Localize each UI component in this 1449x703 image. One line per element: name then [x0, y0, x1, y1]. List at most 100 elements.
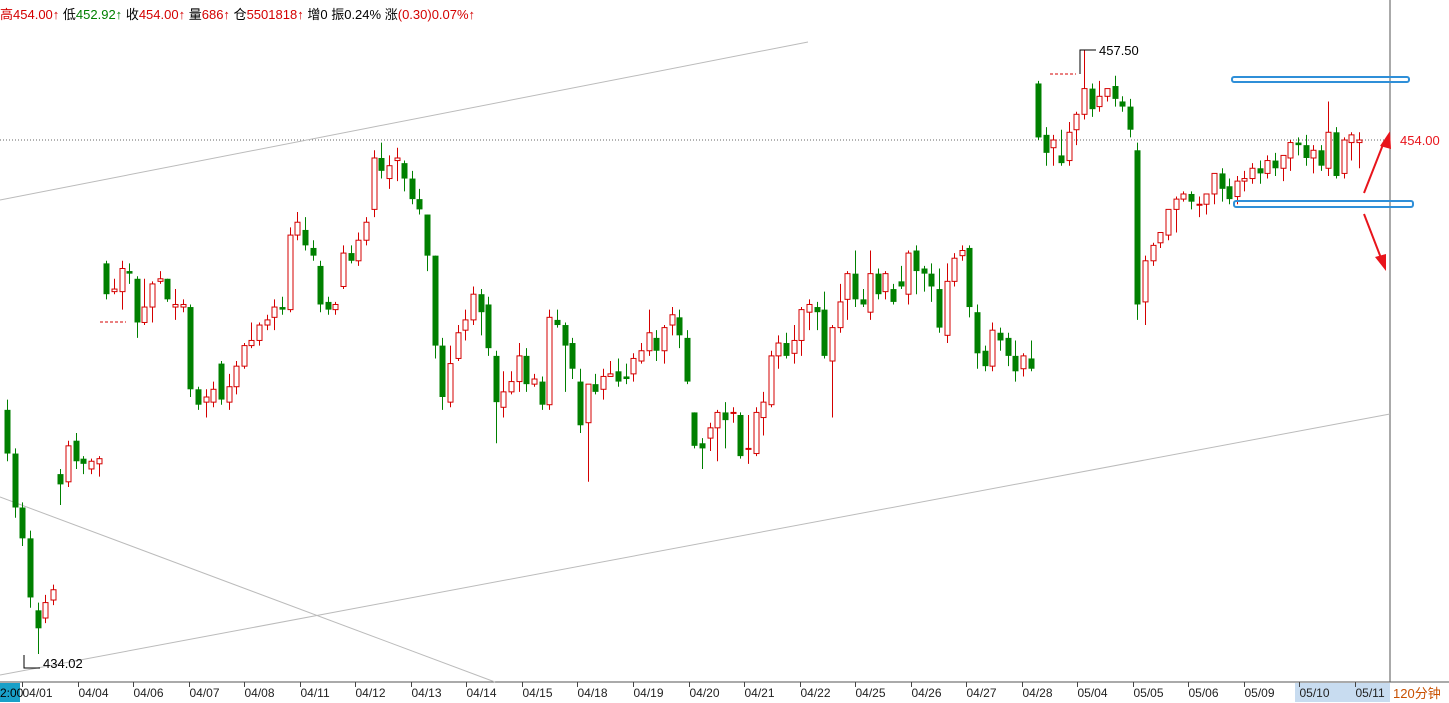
- candle-body: [913, 250, 920, 272]
- candle: [669, 307, 676, 336]
- candle-body: [1134, 150, 1141, 305]
- candle-body: [1257, 168, 1264, 174]
- resistance-zone-box: [1231, 76, 1410, 83]
- candle-body: [546, 316, 553, 406]
- candle-body: [531, 378, 538, 385]
- candle-body: [1333, 132, 1340, 176]
- candle-body: [332, 303, 339, 311]
- candle-body: [80, 458, 87, 464]
- candle: [279, 296, 286, 315]
- candle-body: [814, 307, 821, 313]
- candle-body: [256, 324, 263, 341]
- high-value: 454.00↑: [13, 7, 60, 22]
- candle-body: [447, 363, 454, 403]
- candle: [210, 381, 217, 408]
- candle-body: [287, 234, 294, 311]
- low-value: 452.92↑: [75, 7, 123, 22]
- candle: [226, 373, 233, 410]
- candle: [111, 278, 118, 295]
- candle: [860, 289, 867, 308]
- volume-value: 686↑: [201, 7, 230, 22]
- candle: [844, 271, 851, 320]
- candle: [783, 332, 790, 359]
- candle: [554, 309, 561, 328]
- candle-body: [164, 278, 171, 300]
- x-tick-label: 04/04: [79, 686, 109, 700]
- candle: [310, 240, 317, 261]
- candle: [722, 402, 729, 449]
- candle-body: [1211, 172, 1218, 195]
- candle: [791, 325, 798, 364]
- candle-body: [1203, 193, 1210, 205]
- candle: [592, 373, 599, 395]
- volume-label: 量: [188, 7, 202, 22]
- x-tick-label: 05/05: [1134, 686, 1164, 700]
- candle: [821, 291, 828, 359]
- candle-body: [233, 365, 240, 388]
- candle: [416, 188, 423, 215]
- candle: [1028, 340, 1035, 372]
- candle-body: [1310, 149, 1317, 159]
- candle: [4, 399, 11, 462]
- candle: [638, 343, 645, 364]
- x-tick-label: 04/14: [467, 686, 497, 700]
- candle-body: [50, 589, 57, 601]
- candle: [806, 299, 813, 331]
- candle: [478, 289, 485, 336]
- candle: [737, 412, 744, 459]
- candle-body: [753, 411, 760, 455]
- candle: [371, 150, 378, 218]
- candle-body: [1249, 167, 1256, 180]
- candle-body: [416, 199, 423, 210]
- candle-body: [982, 350, 989, 367]
- candle-body: [42, 602, 49, 619]
- candle: [745, 414, 752, 464]
- candle: [913, 245, 920, 295]
- candle-body: [455, 332, 462, 359]
- candle: [768, 350, 775, 408]
- candle-body: [1104, 88, 1111, 97]
- candle: [1310, 145, 1317, 174]
- candle: [1073, 111, 1080, 146]
- candle-body: [676, 317, 683, 336]
- candle-body: [775, 342, 782, 357]
- candle: [1142, 255, 1149, 326]
- candle-body: [768, 355, 775, 406]
- candle-body: [478, 294, 485, 313]
- candle-body: [684, 337, 691, 382]
- time-cursor-label: 2:00: [0, 686, 24, 700]
- candle-body: [1280, 154, 1287, 169]
- candle-body: [1096, 95, 1103, 108]
- candle: [600, 368, 607, 400]
- candle-body: [508, 381, 515, 393]
- candle: [1188, 191, 1195, 210]
- close-value: 454.00↑: [138, 7, 186, 22]
- x-tick-label: 04/27: [967, 686, 997, 700]
- candle: [1081, 50, 1088, 120]
- candle-body: [722, 412, 729, 421]
- x-tick-label: 04/06: [134, 686, 164, 700]
- candle: [1333, 127, 1340, 179]
- upper-trend-line: [0, 41, 809, 201]
- candle-body: [1325, 131, 1332, 169]
- candle-body: [577, 381, 584, 426]
- candle-body: [852, 273, 859, 300]
- candle-body: [1226, 186, 1233, 200]
- candle-body: [974, 312, 981, 354]
- candle-body: [340, 252, 347, 287]
- candle-body: [1341, 139, 1348, 174]
- candle-body: [1012, 355, 1019, 372]
- candle: [187, 304, 194, 397]
- candle-body: [554, 319, 561, 326]
- candle-body: [57, 474, 64, 485]
- candle-body: [523, 355, 530, 385]
- low-marker-line: [23, 655, 40, 669]
- candle-body: [363, 221, 370, 241]
- candle-body: [936, 289, 943, 328]
- candle: [332, 301, 339, 315]
- candle-body: [73, 440, 80, 462]
- candle: [1196, 196, 1203, 218]
- candle-body: [157, 278, 164, 282]
- candle-body: [1348, 134, 1355, 144]
